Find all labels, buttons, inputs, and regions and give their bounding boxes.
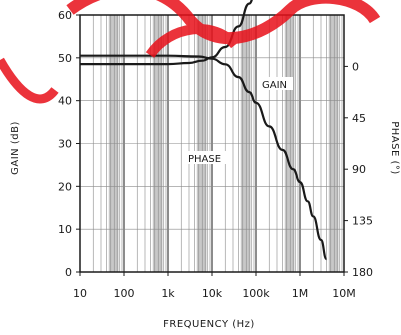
left-tick-label: 30 [58, 138, 72, 151]
y-axis-title-left: GAIN (dB) [10, 121, 21, 175]
phase-curve [79, 0, 253, 66]
gain-label-bg [259, 77, 293, 90]
left-tick-label: 0 [65, 266, 72, 279]
y-axis-title-right: PHASE (°) [389, 121, 400, 175]
left-tick-label: 20 [58, 180, 72, 193]
x-tick-label: 10 [73, 287, 87, 300]
gain-curve-label: GAIN [262, 80, 287, 91]
x-tick-label: 10M [332, 287, 356, 300]
left-tick-label: 10 [58, 223, 72, 236]
grid-lines [79, 14, 344, 273]
left-tick-label: 60 [58, 9, 72, 22]
phase-curve-label: PHASE [188, 154, 221, 165]
curves [79, 0, 328, 261]
gain-curve [80, 54, 328, 261]
phase-label-bg [186, 151, 231, 164]
x-tick-label: 1M [292, 287, 309, 300]
right-tick-label: 180 [352, 266, 373, 279]
watermark-swirl-3 [0, 57, 59, 104]
right-tick-label: 0 [352, 60, 359, 73]
x-tick-label: 1k [161, 287, 175, 300]
right-axis-ticks: 0 45 90 135 180 [344, 60, 373, 279]
right-tick-label: 135 [352, 215, 373, 228]
watermark-swirl-2 [145, 24, 239, 59]
left-tick-label: 50 [58, 52, 72, 65]
right-tick-label: 45 [352, 112, 366, 125]
x-tick-label: 10k [202, 287, 223, 300]
x-tick-label: 100 [114, 287, 135, 300]
left-axis-ticks: 0 10 20 30 40 50 60 [58, 9, 80, 279]
x-axis-title: FREQUENCY (Hz) [163, 319, 255, 330]
watermark-logo [0, 0, 381, 104]
left-tick-label: 40 [58, 95, 72, 108]
x-axis-ticks: 10 100 1k 10k 100k 1M 10M [73, 272, 356, 300]
right-tick-label: 90 [352, 163, 366, 176]
x-tick-label: 100k [242, 287, 270, 300]
